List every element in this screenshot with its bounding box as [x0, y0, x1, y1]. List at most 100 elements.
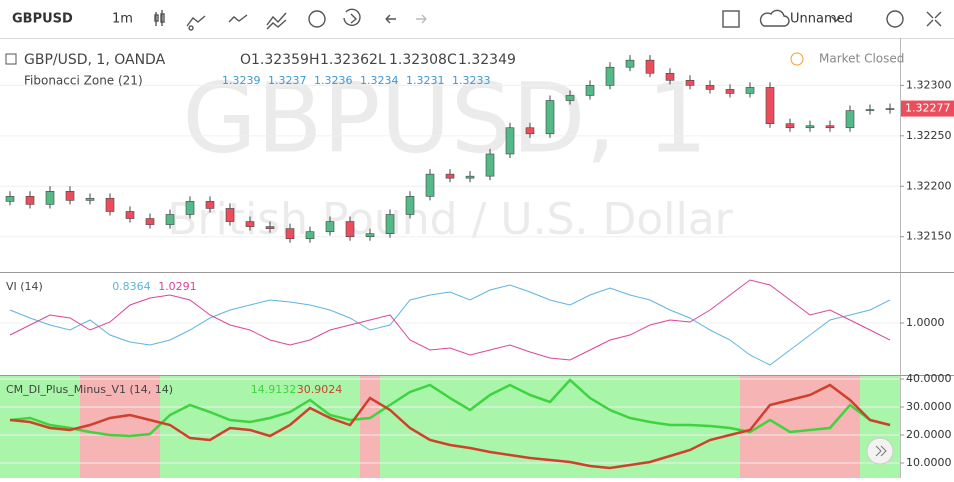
- candle-body: [645, 59, 655, 74]
- y-tick-label: 1.32200: [906, 179, 952, 192]
- candle-body: [805, 125, 815, 129]
- y-tick-label: 20.0000: [906, 428, 952, 441]
- interval[interactable]: 1m: [112, 12, 133, 27]
- dominance-band: [200, 376, 220, 478]
- y-tick-label: 1.32300: [906, 78, 952, 91]
- y-tick-label: 10.0000: [906, 456, 952, 469]
- settings-icon[interactable]: [886, 10, 904, 28]
- dominance-band: [560, 376, 580, 478]
- indicator-name: Fibonacci Zone (21): [24, 74, 143, 88]
- candle-body: [785, 123, 795, 129]
- ohlc-value: 1.32308: [389, 52, 447, 68]
- candle-body: [665, 72, 675, 81]
- indicator-value: 1.3236: [314, 74, 353, 87]
- candle-body: [145, 218, 155, 225]
- dominance-band: [180, 376, 200, 478]
- candle-body: [365, 233, 375, 237]
- indicator-line: [9, 383, 891, 470]
- watermark-title: GBPUSD, 1: [182, 62, 707, 174]
- candle-body: [205, 201, 215, 209]
- dominance-band: [260, 376, 280, 478]
- ohlc-value: 1.32349: [458, 52, 516, 68]
- ohlc-value: 1.32362: [320, 52, 378, 68]
- dominance-band: [760, 376, 780, 478]
- dominance-band: [240, 376, 260, 478]
- cloud-icon[interactable]: [759, 9, 790, 27]
- undo-icon[interactable]: [385, 14, 396, 24]
- candle-body: [425, 173, 435, 197]
- replay-icon[interactable]: [343, 8, 361, 27]
- candle-body: [825, 125, 835, 129]
- instrument: GBP/USD, 1, OANDA: [24, 52, 166, 68]
- alert-icon[interactable]: [308, 10, 326, 28]
- indicators-icon[interactable]: [186, 15, 206, 31]
- ohlc-label: L: [378, 52, 386, 68]
- dominance-band: [80, 376, 100, 478]
- line-icon[interactable]: [228, 14, 248, 23]
- y-tick-label: 30.0000: [906, 400, 952, 413]
- y-tick-label: 1.32150: [906, 230, 952, 243]
- legend-value: 30.9024: [297, 383, 343, 396]
- candle-body: [705, 85, 715, 90]
- indicator-value: 1.3231: [406, 74, 445, 87]
- dominance-band: [120, 376, 140, 478]
- scroll-icon: [875, 445, 887, 457]
- collapse-box[interactable]: [5, 53, 17, 65]
- dominance-band: [620, 376, 640, 478]
- dominance-band: [340, 376, 360, 478]
- dominance-band: [740, 376, 760, 478]
- dominance-band: [160, 376, 180, 478]
- indicator-title: CM_DI_Plus_Minus_V1 (14, 14): [6, 383, 173, 396]
- candle-body: [465, 175, 475, 179]
- candle-body: [285, 228, 295, 240]
- candle-body: [305, 231, 315, 240]
- dominance-band: [660, 376, 680, 478]
- candle-body: [405, 196, 415, 215]
- candle-body: [505, 127, 515, 155]
- candle-body: [865, 109, 875, 111]
- watermark-subtitle: British Pound / U.S. Dollar: [167, 194, 733, 245]
- dominance-band: [500, 376, 520, 478]
- candle-body: [525, 127, 535, 135]
- candle-body: [485, 153, 495, 177]
- fullscreen-box[interactable]: [722, 10, 740, 28]
- candle-body: [5, 196, 15, 202]
- ohlc-value: 1.32359: [251, 52, 309, 68]
- scroll-button[interactable]: [866, 437, 894, 465]
- dominance-band: [320, 376, 340, 478]
- dropdown-icon[interactable]: [831, 16, 841, 22]
- expand-icon[interactable]: [926, 11, 942, 27]
- candle-body: [265, 226, 275, 229]
- dominance-band: [420, 376, 440, 478]
- dominance-band: [0, 376, 20, 478]
- candle-body: [765, 87, 775, 125]
- indicator-line: [9, 279, 891, 361]
- toolbar-icons: [154, 8, 942, 31]
- candle-body: [605, 66, 615, 86]
- indicator-value: 1.3234: [360, 74, 399, 87]
- candle-body: [725, 89, 735, 94]
- toolbar: [0, 0, 954, 38]
- candle-body: [105, 198, 115, 212]
- marks: O 1.32359 H 1.32362 L 1.32308 C 1.32349 1.3239 1.…: [0, 52, 954, 470]
- dominance-band: [800, 376, 820, 478]
- candle-body: [345, 221, 355, 237]
- symbol[interactable]: GBPUSD: [12, 12, 73, 27]
- indicator-title: VI (14): [6, 280, 43, 293]
- layout-name[interactable]: Unnamed: [790, 12, 853, 27]
- dominance-band: [520, 376, 540, 478]
- y-tick-label: 1.32250: [906, 129, 952, 142]
- dominance-band: [300, 376, 320, 478]
- dominance-band: [640, 376, 660, 478]
- candles-icon[interactable]: [154, 10, 165, 26]
- status-icon: [790, 52, 804, 66]
- ohlc-label: C: [447, 52, 457, 68]
- ohlc-label: O: [240, 52, 251, 68]
- redo-icon[interactable]: [416, 14, 427, 24]
- dominance-band: [140, 376, 160, 478]
- compare-icon[interactable]: [266, 12, 287, 30]
- last-price-box: [901, 100, 954, 117]
- candle-body: [845, 110, 855, 129]
